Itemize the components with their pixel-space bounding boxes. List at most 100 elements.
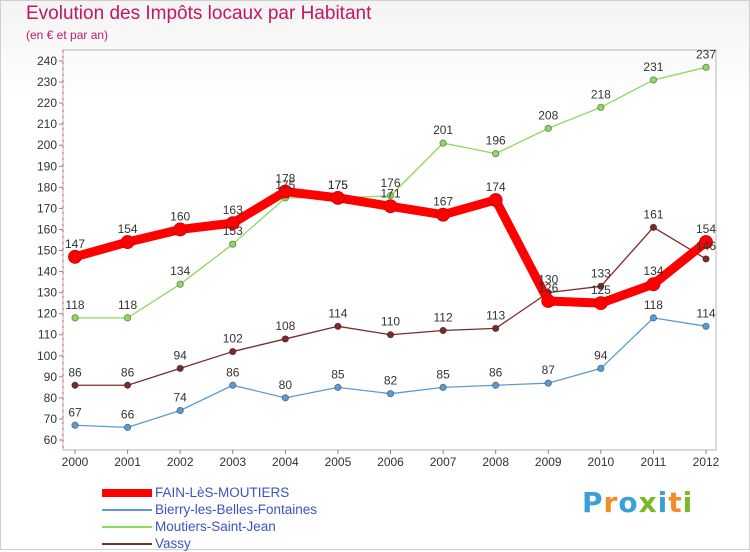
- data-label: 126: [538, 281, 558, 295]
- data-label: 108: [275, 319, 295, 333]
- data-label: 80: [279, 378, 293, 392]
- data-label: 175: [328, 178, 348, 192]
- data-point: [439, 139, 447, 147]
- data-point: [492, 324, 500, 333]
- data-point: [702, 255, 710, 263]
- data-point: [225, 216, 240, 231]
- x-tick-label: 2007: [430, 455, 457, 469]
- data-point: [229, 240, 237, 248]
- data-label: 174: [486, 180, 506, 194]
- data-point: [702, 63, 710, 71]
- data-point: [386, 331, 395, 339]
- legend-label: Vassy: [155, 536, 191, 551]
- data-point: [492, 381, 500, 389]
- data-point: [597, 282, 605, 290]
- data-label: 171: [380, 186, 400, 200]
- y-tick-label: 130: [37, 286, 57, 300]
- data-point: [173, 222, 188, 237]
- data-label: 147: [65, 237, 85, 251]
- data-point: [544, 379, 552, 387]
- data-label: 118: [118, 298, 137, 312]
- data-label: 110: [381, 315, 400, 329]
- legend-label: Moutiers-Saint-Jean: [155, 519, 276, 534]
- legend-swatch: [102, 489, 152, 497]
- data-label: 85: [436, 367, 450, 381]
- x-tick-label: 2006: [377, 455, 404, 469]
- data-point: [383, 199, 398, 214]
- data-label: 237: [696, 47, 716, 61]
- data-label: 154: [696, 222, 716, 236]
- logo-letter: o: [618, 486, 639, 519]
- data-point: [646, 277, 661, 292]
- data-label: 82: [384, 374, 398, 388]
- data-label: 86: [489, 365, 503, 379]
- data-label: 167: [433, 195, 453, 209]
- data-label: 176: [380, 176, 400, 190]
- data-point: [176, 364, 184, 373]
- data-label: 94: [173, 348, 187, 362]
- logo-letter: i: [657, 486, 669, 519]
- data-label: 160: [170, 209, 190, 223]
- data-point: [278, 184, 293, 199]
- data-point: [229, 347, 237, 356]
- data-point: [68, 249, 82, 264]
- x-tick-label: 2011: [641, 455, 667, 469]
- y-tick-label: 80: [44, 391, 58, 405]
- plot-area: [62, 49, 717, 451]
- data-label: 196: [486, 134, 506, 148]
- series-line: [74, 226, 707, 386]
- data-point: [597, 364, 605, 373]
- y-tick-label: 240: [37, 54, 57, 68]
- data-label: 133: [591, 266, 611, 280]
- data-point: [649, 223, 658, 231]
- proxiti-logo: Proxiti: [582, 486, 693, 519]
- data-point: [176, 406, 184, 415]
- data-label: 102: [223, 332, 243, 346]
- legend-swatch: [102, 509, 152, 511]
- data-label: 218: [591, 87, 611, 101]
- data-label: 125: [591, 283, 611, 297]
- x-tick-label: 2009: [535, 455, 562, 469]
- legend-swatch: [102, 526, 152, 528]
- logo-letter: P: [582, 486, 604, 519]
- data-label: 208: [538, 108, 558, 122]
- data-label: 114: [696, 306, 715, 320]
- data-label: 130: [538, 273, 558, 287]
- logo-letter: i: [682, 486, 694, 519]
- y-tick-label: 100: [37, 349, 57, 363]
- y-tick-label: 220: [37, 96, 57, 110]
- data-point: [439, 383, 447, 391]
- data-label: 114: [328, 306, 347, 320]
- data-label: 175: [328, 178, 348, 192]
- data-point: [386, 390, 395, 398]
- data-point: [123, 314, 132, 322]
- data-label: 134: [643, 264, 663, 278]
- data-point: [649, 314, 658, 322]
- data-point: [331, 190, 345, 205]
- data-label: 86: [68, 365, 82, 379]
- data-label: 161: [643, 207, 663, 221]
- data-label: 134: [170, 264, 190, 278]
- data-point: [541, 294, 556, 308]
- data-label: 94: [594, 348, 608, 362]
- data-point: [699, 235, 713, 249]
- data-point: [123, 381, 132, 389]
- data-label: 74: [173, 391, 187, 405]
- y-tick-label: 150: [37, 244, 57, 258]
- data-point: [597, 103, 605, 111]
- data-point: [71, 381, 79, 389]
- data-point: [702, 322, 710, 330]
- data-point: [176, 280, 184, 288]
- x-tick-label: 2005: [325, 455, 352, 469]
- y-tick-label: 120: [37, 307, 57, 321]
- data-point: [281, 335, 289, 343]
- data-label: 154: [118, 222, 138, 236]
- x-tick-label: 2004: [272, 455, 299, 469]
- x-tick-label: 2000: [62, 455, 89, 469]
- legend-label: FAIN-LèS-MOUTIERS: [155, 485, 290, 500]
- y-tick-label: 60: [44, 433, 58, 447]
- legend-label: Bierry-les-Belles-Fontaines: [155, 502, 318, 517]
- data-point: [649, 76, 658, 84]
